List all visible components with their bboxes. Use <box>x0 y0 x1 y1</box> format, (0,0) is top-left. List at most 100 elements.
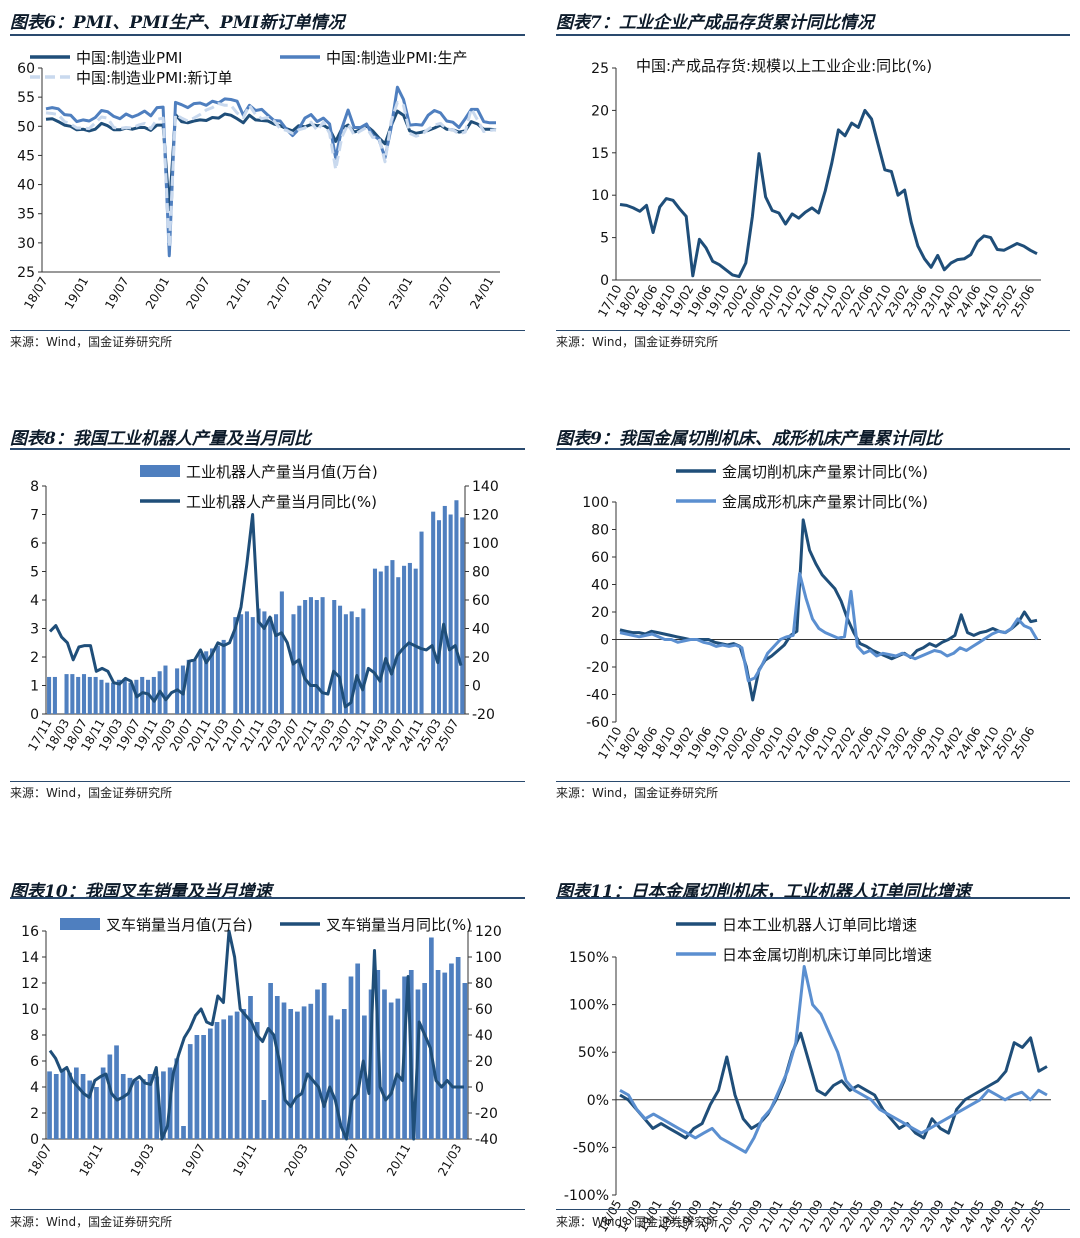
bar <box>435 970 441 1139</box>
bar <box>161 1071 166 1139</box>
x-tick-label: 19/07 <box>102 275 131 312</box>
bar <box>361 608 366 714</box>
panel-fig6: 图表6：PMI、PMI生产、PMI新订单情况 25 30 35 40 45 50 55 60 1… <box>10 8 530 353</box>
bar <box>145 679 151 714</box>
source-note: 来源：Wind，国金证券研究所 <box>10 335 173 349</box>
bar <box>338 605 343 714</box>
bar <box>154 1076 160 1139</box>
bar <box>262 611 267 714</box>
y-tick-label: 20 <box>591 103 609 119</box>
x-tick-label: 21/01 <box>224 275 253 312</box>
y-tick-label: 40 <box>591 578 609 594</box>
bar <box>64 674 69 714</box>
bar <box>431 511 436 714</box>
bar <box>419 531 424 714</box>
y-tick-label: 45 <box>17 148 35 164</box>
y-tick-label: 50 <box>17 119 35 135</box>
bar <box>348 976 354 1139</box>
bar <box>396 577 401 714</box>
series-line <box>45 109 497 212</box>
y-tick-label: 4 <box>30 1080 39 1096</box>
y-tick-label: 5 <box>600 231 609 247</box>
series-line <box>619 965 1048 1154</box>
bar <box>388 1002 394 1139</box>
bar <box>73 1067 79 1139</box>
bar <box>207 1028 213 1139</box>
bar <box>192 659 197 714</box>
bar <box>163 665 168 714</box>
legend-label: 日本工业机器人订单同比增速 <box>722 916 917 934</box>
bar <box>261 1100 267 1139</box>
bar <box>382 989 387 1139</box>
bar <box>234 1011 240 1139</box>
y2-tick-label: 60 <box>472 593 490 609</box>
fig11-chart: -100%-50%0%50%100%150%18/0518/0919/0119/… <box>564 916 1051 1234</box>
bar <box>422 983 428 1139</box>
y-tick-label: -20 <box>586 660 609 676</box>
x-tick-label: 20/11 <box>384 1142 413 1179</box>
bar <box>274 996 280 1139</box>
x-tick-label: 20/01 <box>143 275 172 312</box>
y-tick-label: 1 <box>30 679 39 695</box>
y-tick-label: 2 <box>30 650 39 666</box>
x-tick-label: 23/07 <box>427 275 456 312</box>
bar <box>214 1022 220 1139</box>
y2-tick-label: 120 <box>475 924 502 940</box>
bar <box>268 617 273 714</box>
x-tick-label: 21/07 <box>264 275 293 312</box>
bar <box>81 674 87 714</box>
y-tick-label: 60 <box>591 550 609 566</box>
y-tick-label: 10 <box>591 188 609 204</box>
source-rule <box>10 1209 525 1210</box>
x-tick-label: 20/07 <box>183 275 212 312</box>
bar <box>449 963 454 1139</box>
bar <box>274 614 279 714</box>
x-tick-label: 19/11 <box>230 1142 259 1179</box>
y-tick-label: 6 <box>30 1054 39 1070</box>
bar <box>407 562 412 714</box>
bar <box>454 500 459 714</box>
y-tick-label: 25 <box>591 61 609 77</box>
title-rule <box>10 897 525 899</box>
y2-tick-label: -20 <box>475 1106 498 1122</box>
bar <box>395 998 401 1139</box>
y-tick-label: 30 <box>17 236 35 252</box>
bar <box>390 560 395 714</box>
bar <box>122 679 127 714</box>
bar <box>47 1071 52 1139</box>
source-rule <box>556 781 1070 782</box>
bar <box>254 1022 260 1139</box>
bar <box>204 651 209 714</box>
bar <box>413 568 418 714</box>
y-tick-label: 8 <box>30 479 39 495</box>
y-tick-label: 0 <box>30 1132 39 1148</box>
y-tick-label: 40 <box>17 178 35 194</box>
bar <box>100 1067 106 1139</box>
bar <box>194 1035 200 1139</box>
bar <box>314 600 319 714</box>
y-tick-label: 4 <box>30 593 39 609</box>
legend-label: 金属切削机床产量累计同比(%) <box>722 463 928 481</box>
bar <box>228 1015 233 1139</box>
x-tick-label: 20/07 <box>333 1142 362 1179</box>
y-tick-label: 15 <box>591 146 609 162</box>
legend-swatch <box>140 465 180 477</box>
bar <box>372 568 378 714</box>
source-note: 来源：Wind，国金证券研究所 <box>556 335 719 349</box>
y-tick-label: 55 <box>17 90 35 106</box>
bar <box>241 1009 247 1139</box>
fig7-chart: 051015202517/1018/0218/0618/1019/0219/06… <box>591 57 1041 319</box>
y2-tick-label: 140 <box>472 479 499 495</box>
x-tick-label: 20/03 <box>281 1142 310 1179</box>
bar <box>355 963 361 1139</box>
y-tick-label: 14 <box>21 950 39 966</box>
bar <box>128 682 133 714</box>
bar <box>70 674 75 714</box>
bar <box>186 659 191 714</box>
y-tick-label: 100% <box>569 998 609 1014</box>
bar <box>181 1126 186 1139</box>
bar <box>140 676 145 714</box>
source-note: 来源：Wind，国金证券研究所 <box>10 786 173 800</box>
bar <box>343 614 348 714</box>
